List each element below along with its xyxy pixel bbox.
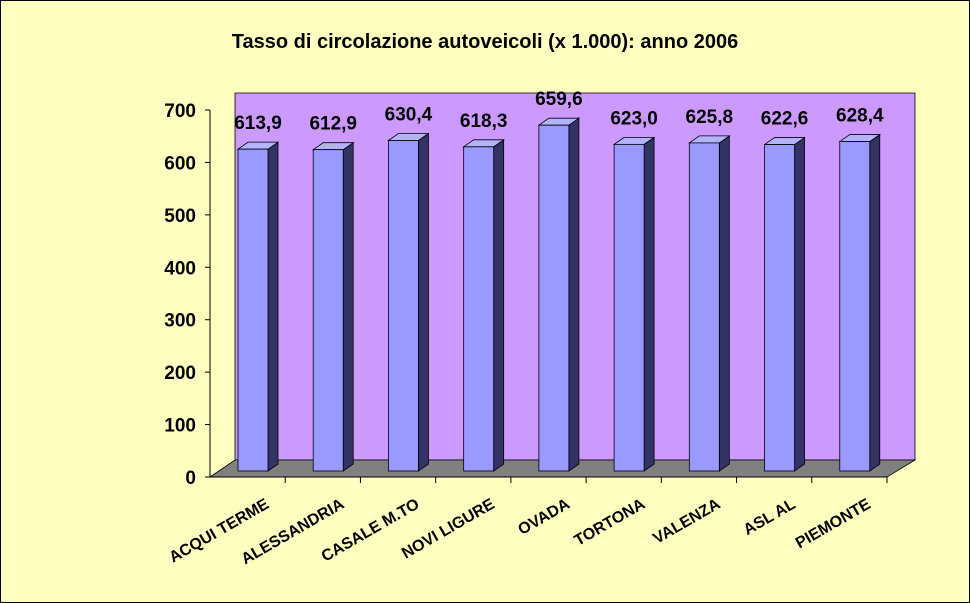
bar [463, 146, 495, 472]
bar [312, 149, 344, 472]
chart-title: Tasso di circolazione autoveicoli (x 1.0… [232, 31, 738, 53]
y-tick-label: 700 [164, 101, 196, 122]
bar [538, 124, 570, 472]
value-label: 612,9 [309, 114, 357, 135]
bar-side [568, 117, 580, 472]
value-label: 623,0 [610, 108, 658, 129]
value-label: 618,3 [460, 111, 508, 132]
bar [388, 140, 419, 472]
bar-side [342, 141, 354, 472]
bar-side [794, 136, 805, 472]
value-label: 625,8 [686, 107, 734, 128]
bar [688, 142, 720, 472]
bar [613, 143, 645, 472]
bar [839, 141, 871, 472]
bar-side [493, 139, 505, 472]
bar-side [869, 133, 881, 472]
bar-side [718, 135, 730, 472]
bar [237, 148, 269, 472]
bar [764, 144, 795, 472]
y-tick-label: 600 [164, 153, 196, 174]
value-label: 613,9 [234, 113, 282, 134]
y-tick-label: 100 [164, 416, 196, 437]
bar-side [267, 141, 279, 472]
bar-side [643, 136, 655, 472]
bar-side [418, 132, 429, 472]
y-tick-label: 300 [164, 311, 196, 332]
value-label: 628,4 [836, 106, 884, 127]
value-label: 622,6 [761, 109, 809, 130]
y-tick-label: 500 [164, 206, 196, 227]
y-tick-label: 400 [164, 258, 196, 279]
value-label: 659,6 [535, 89, 583, 110]
value-label: 630,4 [385, 104, 433, 125]
y-tick-label: 200 [164, 363, 196, 384]
y-tick-label: 0 [185, 468, 196, 489]
